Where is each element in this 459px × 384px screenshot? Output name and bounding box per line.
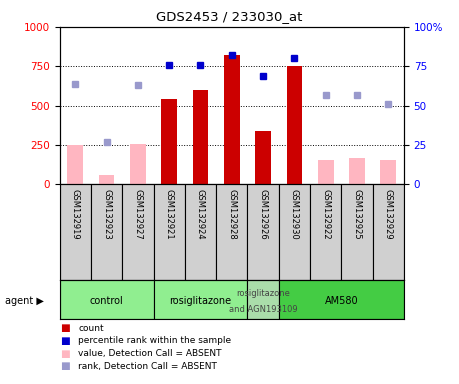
Bar (224, 55, 240, 184)
Bar (162, 99, 177, 184)
Text: ■: ■ (60, 361, 69, 371)
Text: AM580: AM580 (325, 296, 358, 306)
FancyBboxPatch shape (91, 184, 122, 280)
FancyBboxPatch shape (310, 184, 341, 280)
FancyBboxPatch shape (216, 184, 247, 280)
Bar (349, 157, 365, 184)
Text: GSM132927: GSM132927 (134, 189, 142, 240)
Text: GSM132929: GSM132929 (384, 189, 393, 240)
FancyBboxPatch shape (279, 280, 404, 319)
FancyBboxPatch shape (279, 184, 310, 280)
Text: control: control (90, 296, 123, 306)
FancyBboxPatch shape (373, 184, 404, 280)
Text: GSM132923: GSM132923 (102, 189, 111, 240)
FancyBboxPatch shape (247, 184, 279, 280)
FancyBboxPatch shape (122, 184, 154, 280)
FancyBboxPatch shape (341, 184, 373, 280)
Text: ■: ■ (60, 349, 69, 359)
Text: GSM132928: GSM132928 (227, 189, 236, 240)
FancyBboxPatch shape (154, 280, 247, 319)
FancyBboxPatch shape (60, 280, 154, 319)
Text: percentile rank within the sample: percentile rank within the sample (78, 336, 231, 346)
Bar (67, 145, 83, 184)
Text: GSM132921: GSM132921 (165, 189, 174, 240)
Text: rank, Detection Call = ABSENT: rank, Detection Call = ABSENT (78, 362, 217, 371)
Text: GDS2453 / 233030_at: GDS2453 / 233030_at (157, 10, 302, 23)
Bar (381, 160, 396, 184)
Bar (130, 144, 146, 184)
Bar (318, 160, 334, 184)
Text: value, Detection Call = ABSENT: value, Detection Call = ABSENT (78, 349, 222, 358)
Text: GSM132922: GSM132922 (321, 189, 330, 240)
FancyBboxPatch shape (185, 184, 216, 280)
Text: agent ▶: agent ▶ (5, 296, 44, 306)
Text: GSM132919: GSM132919 (71, 189, 80, 240)
FancyBboxPatch shape (247, 280, 279, 319)
Text: ■: ■ (60, 336, 69, 346)
Text: GSM132924: GSM132924 (196, 189, 205, 240)
FancyBboxPatch shape (154, 184, 185, 280)
Text: count: count (78, 324, 104, 333)
Text: and AGN193109: and AGN193109 (229, 305, 297, 314)
Bar (255, 131, 271, 184)
Bar (286, 66, 302, 184)
Text: GSM132925: GSM132925 (353, 189, 362, 240)
Text: GSM132930: GSM132930 (290, 189, 299, 240)
Text: ■: ■ (60, 323, 69, 333)
Text: GSM132926: GSM132926 (258, 189, 268, 240)
FancyBboxPatch shape (60, 184, 91, 280)
Bar (193, 90, 208, 184)
Text: rosiglitazone: rosiglitazone (169, 296, 231, 306)
Text: rosiglitazone: rosiglitazone (236, 289, 290, 298)
Bar (99, 175, 114, 184)
